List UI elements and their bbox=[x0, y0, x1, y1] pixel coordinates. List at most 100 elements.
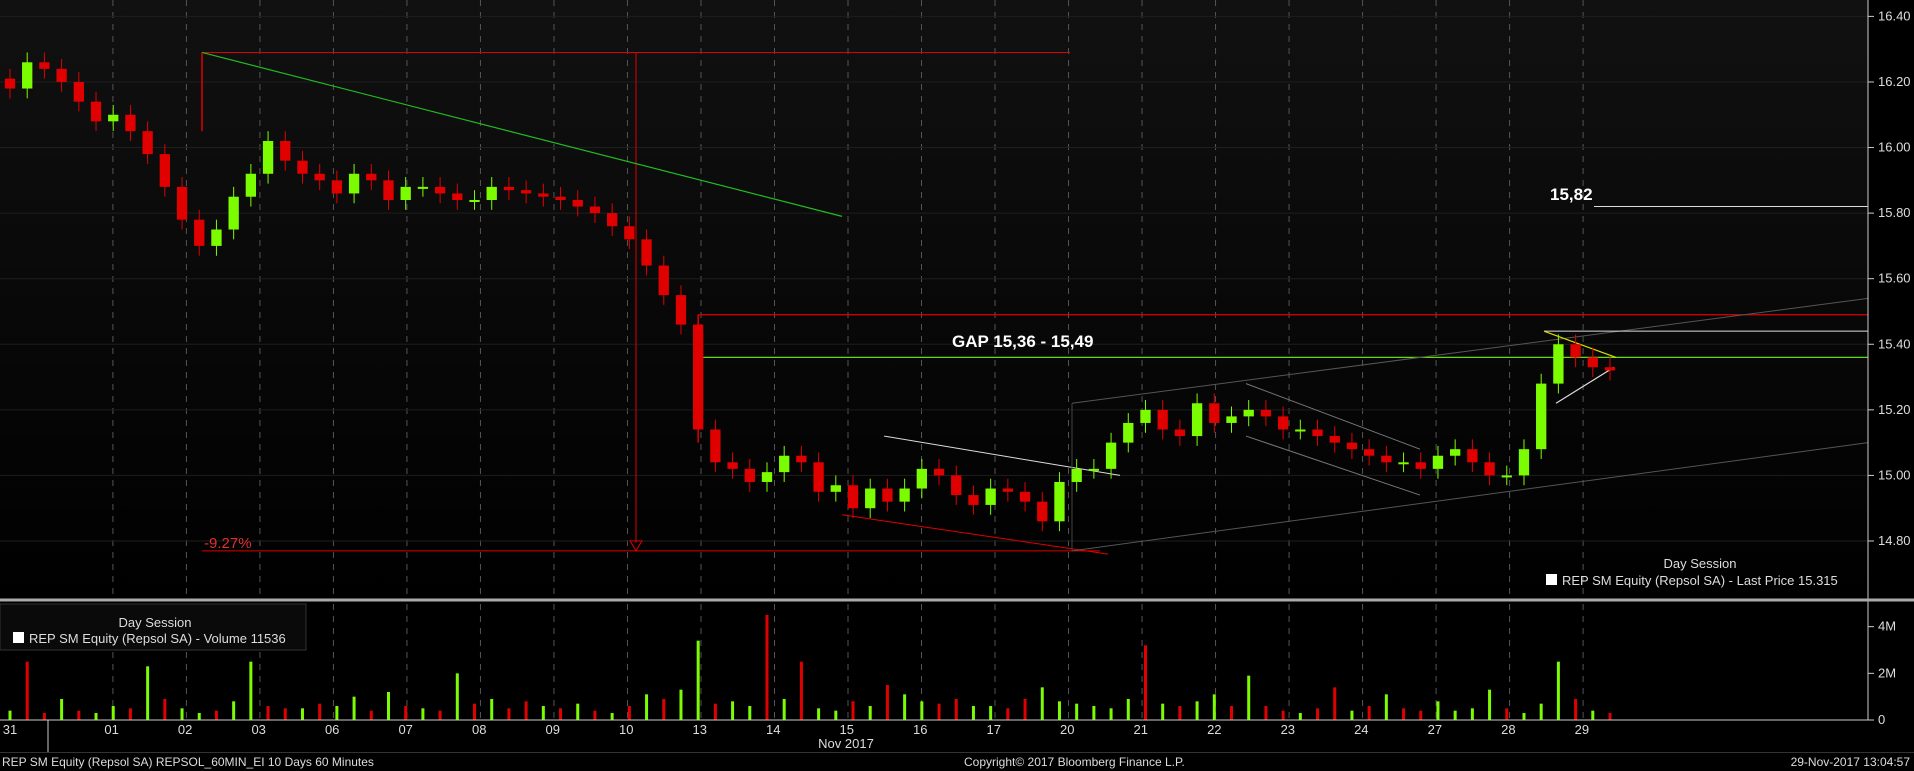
volume-bar bbox=[1402, 708, 1406, 720]
volume-bar bbox=[232, 701, 236, 720]
channel-upper-line bbox=[1071, 297, 1869, 404]
candle-body bbox=[1484, 462, 1495, 476]
volume-bar bbox=[1247, 675, 1251, 720]
volume-session-label: Day Session bbox=[119, 615, 192, 630]
candle-body bbox=[761, 472, 773, 482]
candlesticks bbox=[4, 52, 1616, 532]
candle-body bbox=[916, 468, 927, 489]
candle-body bbox=[710, 429, 721, 463]
volume-bar bbox=[8, 710, 12, 720]
volume-bar bbox=[128, 708, 132, 720]
volume-bar bbox=[748, 706, 752, 720]
candle-body bbox=[297, 160, 308, 174]
volume-bar bbox=[386, 692, 390, 720]
candle-body bbox=[400, 186, 411, 200]
volume-y-tick-label: 4M bbox=[1878, 619, 1896, 634]
x-tick-label: 20 bbox=[1060, 722, 1074, 737]
volume-bar bbox=[576, 703, 580, 720]
candle-body bbox=[211, 229, 222, 246]
x-tick-label: 06 bbox=[325, 722, 339, 737]
candle-body bbox=[1587, 357, 1598, 368]
volume-bar bbox=[1006, 708, 1010, 720]
candle-body bbox=[434, 186, 446, 194]
candle-body bbox=[1277, 416, 1289, 430]
x-tick-label: 01 bbox=[104, 722, 118, 737]
channel-lower-line bbox=[1071, 442, 1869, 552]
volume-bar bbox=[541, 706, 545, 720]
candle-body bbox=[589, 206, 601, 214]
x-tick-label: 17 bbox=[987, 722, 1001, 737]
candle-body bbox=[744, 468, 755, 482]
candle-body bbox=[1415, 462, 1426, 469]
volume-bar bbox=[283, 708, 287, 720]
status-footer: REP SM Equity (Repsol SA) REPSOL_60MIN_E… bbox=[0, 752, 1914, 771]
candle-body bbox=[693, 324, 704, 430]
candle-body bbox=[1363, 449, 1375, 456]
volume-bar bbox=[1608, 713, 1612, 720]
volume-bar bbox=[473, 703, 477, 720]
candle-body bbox=[1157, 409, 1168, 430]
x-tick-label: 10 bbox=[619, 722, 633, 737]
volume-legend-box bbox=[0, 603, 307, 651]
y-tick-label: 16.20 bbox=[1878, 74, 1911, 89]
volume-bar bbox=[610, 713, 614, 720]
volume-bar bbox=[1143, 645, 1147, 720]
volume-bar bbox=[851, 701, 855, 720]
candle-body bbox=[865, 488, 876, 509]
volume-bar bbox=[885, 685, 889, 720]
volume-bar bbox=[1195, 701, 1199, 720]
x-tick-label: 29 bbox=[1575, 722, 1589, 737]
x-tick-label: 27 bbox=[1428, 722, 1442, 737]
candle-body bbox=[1346, 442, 1358, 450]
flag-upper-line bbox=[1245, 383, 1421, 450]
volume-bar bbox=[42, 713, 46, 720]
candle-body bbox=[675, 295, 687, 325]
candle-body bbox=[1226, 416, 1237, 423]
volume-bar bbox=[404, 706, 408, 720]
candle-body bbox=[486, 186, 497, 200]
volume-bar bbox=[1333, 687, 1337, 720]
volume-bar bbox=[713, 703, 717, 720]
volume-bar bbox=[937, 703, 941, 720]
flag-lower-line bbox=[1245, 435, 1421, 496]
candle-body bbox=[796, 455, 807, 463]
volume-bar bbox=[1556, 661, 1560, 720]
candle-body bbox=[1260, 409, 1272, 417]
volume-bars bbox=[8, 615, 1612, 720]
x-tick-label: 08 bbox=[472, 722, 486, 737]
candle-body bbox=[1553, 344, 1564, 384]
volume-bar bbox=[1539, 703, 1543, 720]
candle-body bbox=[245, 173, 257, 197]
x-tick-label: 21 bbox=[1134, 722, 1148, 737]
volume-bar bbox=[318, 703, 322, 720]
x-tick-label: 03 bbox=[251, 722, 265, 737]
footer-copyright: Copyright© 2017 Bloomberg Finance L.P. bbox=[964, 755, 1185, 769]
volume-bar bbox=[421, 708, 425, 720]
candle-body bbox=[538, 193, 549, 197]
candle-body bbox=[1450, 449, 1461, 456]
candle-body bbox=[951, 475, 962, 496]
candle-body bbox=[727, 462, 738, 469]
x-tick-label: 28 bbox=[1501, 722, 1515, 737]
grid bbox=[0, 0, 1868, 720]
volume-bar bbox=[1057, 701, 1061, 720]
candle-body bbox=[968, 495, 979, 505]
candle-body bbox=[348, 173, 360, 194]
y-tick-label: 15.00 bbox=[1878, 467, 1911, 482]
candle-body bbox=[39, 62, 50, 69]
target-label: 15,82 bbox=[1550, 185, 1593, 204]
candle-body bbox=[882, 488, 893, 502]
x-month-label: Nov 2017 bbox=[818, 736, 874, 751]
candle-body bbox=[1071, 468, 1082, 482]
volume-bar bbox=[1350, 710, 1354, 720]
candle-body bbox=[1105, 442, 1117, 469]
volume-bar bbox=[1298, 713, 1302, 720]
candle-body bbox=[90, 101, 102, 122]
candle-body bbox=[1518, 449, 1530, 476]
volume-bar bbox=[1367, 706, 1371, 720]
candle-body bbox=[1123, 422, 1134, 443]
y-tick-label: 16.00 bbox=[1878, 140, 1911, 155]
drop-percent-label: -9.27% bbox=[204, 535, 252, 552]
candle-body bbox=[1604, 367, 1616, 371]
